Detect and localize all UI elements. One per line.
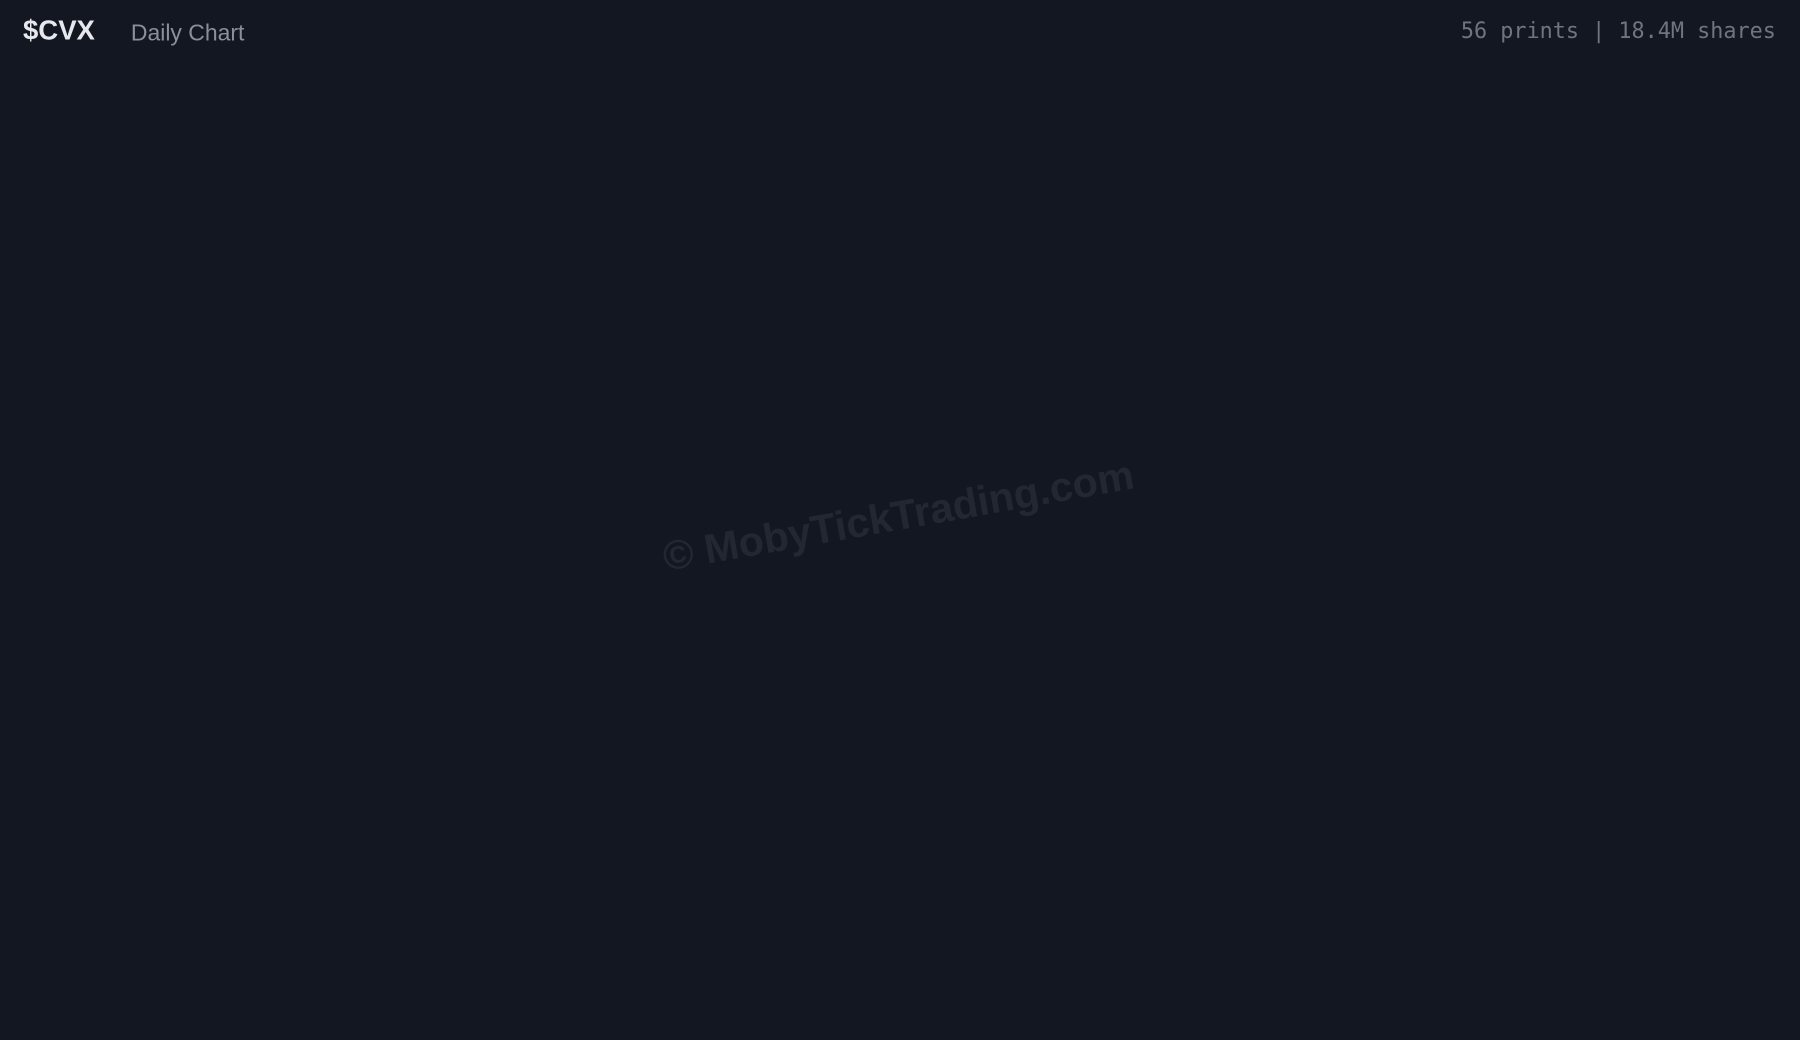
subtitle: Daily Chart xyxy=(131,19,245,45)
summary: 56 prints | 18.4M shares xyxy=(1461,19,1776,44)
ticker: $CVX xyxy=(23,14,96,45)
